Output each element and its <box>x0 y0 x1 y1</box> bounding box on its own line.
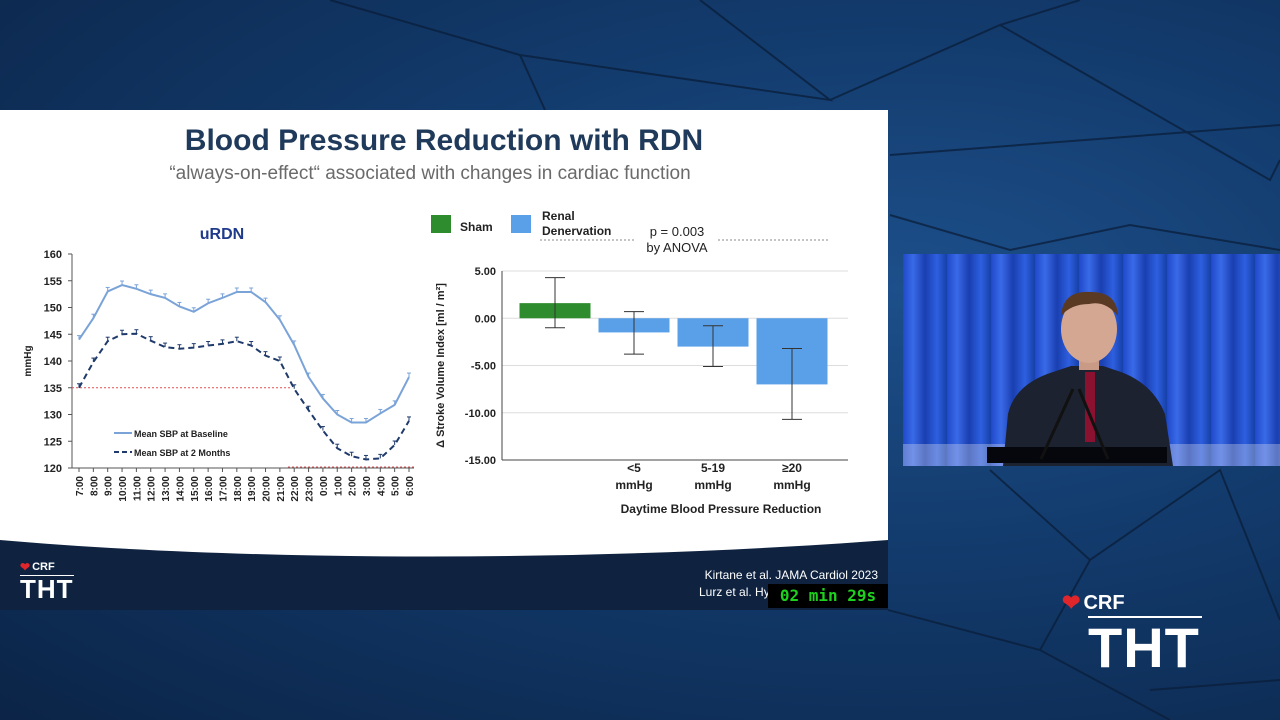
speaker-figure <box>903 291 1280 466</box>
countdown-timer: 02 min 29s <box>768 584 888 608</box>
bar-x-tick-label: 5-19 <box>701 461 725 475</box>
bar-legend-label-rdn: Renal <box>542 209 575 223</box>
line-x-tick-label: 18:00 <box>233 476 244 502</box>
line-x-tick-label: 5:00 <box>391 476 402 496</box>
line-x-tick-label: 7:00 <box>75 476 86 496</box>
line-legend-label-1: Mean SBP at Baseline <box>134 429 228 439</box>
line-x-tick-label: 6:00 <box>405 476 416 496</box>
tht-logo-text: THT <box>1088 616 1202 676</box>
line-chart-title: uRDN <box>200 226 244 243</box>
bar-y-tick-label: -10.00 <box>465 408 496 420</box>
line-series-2 <box>78 332 410 461</box>
line-y-tick-label: 130 <box>44 410 62 422</box>
bar-y-axis-label: Δ Stroke Volume Index [ml / m²] <box>435 283 447 448</box>
line-legend-label-2: Mean SBP at 2 Months <box>134 448 230 458</box>
heart-icon: ❤ <box>1062 590 1081 615</box>
corner-logo: ❤ CRF THT <box>1062 590 1202 676</box>
line-x-tick-label: 11:00 <box>132 476 143 501</box>
line-x-tick-label: 19:00 <box>247 476 258 502</box>
line-x-tick-label: 3:00 <box>362 476 373 496</box>
line-x-tick-label: 16:00 <box>204 476 215 502</box>
bar-x-tick-label: mmHg <box>694 478 731 492</box>
charts: uRDN 120 125 130 135 140 145 150 155 160 mmHg 7:00 8… <box>23 209 848 516</box>
bar-x-tick-label: mmHg <box>615 478 652 492</box>
line-y-tick-label: 155 <box>44 276 62 288</box>
line-y-axis-label: mmHg <box>23 345 34 376</box>
line-x-tick-label: 1:00 <box>333 476 344 496</box>
bar-annotation-p: p = 0.003 <box>650 224 705 239</box>
tht-logo-text: THT <box>20 574 74 604</box>
bar-legend-label-sham: Sham <box>460 220 493 234</box>
line-x-tick-label: 10:00 <box>118 476 129 502</box>
speaker-video <box>903 254 1280 466</box>
line-x-tick-label: 20:00 <box>262 476 273 502</box>
line-series-1 <box>78 283 410 424</box>
bar-y-tick-label: -15.00 <box>465 455 496 467</box>
slide-title: Blood Pressure Reduction with RDN <box>184 124 704 157</box>
line-y-tick-label: 120 <box>44 463 62 475</box>
bar-x-tick-label: <5 <box>627 461 641 475</box>
slide-footer <box>0 540 888 610</box>
line-x-tick-label: 21:00 <box>276 476 287 502</box>
line-y-tick-label: 160 <box>44 249 62 261</box>
bar-x-tick-label: ≥20 <box>782 461 802 475</box>
line-y-tick-label: 150 <box>44 303 62 315</box>
bar-x-axis-label: Daytime Blood Pressure Reduction <box>621 502 822 516</box>
bar-legend-swatch-sham <box>431 215 451 233</box>
footer-wave <box>0 540 888 610</box>
line-x-tick-label: 9:00 <box>104 476 115 496</box>
bar-x-tick-label: mmHg <box>773 478 810 492</box>
bar-y-tick-label: -5.00 <box>471 361 496 373</box>
presentation-slide: Blood Pressure Reduction with RDN “alway… <box>0 110 888 610</box>
slide-logo: ❤ CRF THT <box>20 560 74 602</box>
line-x-tick-label: 14:00 <box>175 476 186 502</box>
line-y-tick-label: 145 <box>44 329 62 341</box>
line-y-tick-label: 140 <box>44 356 62 368</box>
line-x-tick-label: 2:00 <box>348 476 359 496</box>
slide-subtitle: “always-on-effect“ associated with chang… <box>169 163 691 184</box>
crf-logo-text: CRF <box>1083 591 1125 614</box>
bar-legend-swatch-rdn <box>511 215 531 233</box>
line-x-tick-label: 12:00 <box>147 476 158 502</box>
line-x-tick-label: 0:00 <box>319 476 330 496</box>
line-x-tick-label: 8:00 <box>89 476 100 496</box>
crf-logo-text: CRF <box>32 561 55 573</box>
line-x-tick-label: 23:00 <box>305 476 316 502</box>
line-x-tick-label: 17:00 <box>218 476 229 502</box>
line-y-tick-label: 125 <box>44 436 62 448</box>
bar-annotation-anova: by ANOVA <box>646 240 708 255</box>
line-x-tick-label: 15:00 <box>190 476 201 502</box>
line-x-tick-label: 4:00 <box>376 476 387 496</box>
heart-icon: ❤ <box>20 560 31 574</box>
reference-1: Kirtane et al. JAMA Cardiol 2023 <box>704 568 878 582</box>
line-y-tick-label: 135 <box>44 383 62 395</box>
line-x-tick-label: 13:00 <box>161 476 172 502</box>
line-x-tick-label: 22:00 <box>290 476 301 502</box>
bar-legend-label-rdn: Denervation <box>542 224 611 238</box>
bar-y-tick-label: 0.00 <box>475 313 496 325</box>
bar-y-tick-label: 5.00 <box>475 266 496 278</box>
reference-2: Lurz et al. Hy <box>699 585 770 599</box>
